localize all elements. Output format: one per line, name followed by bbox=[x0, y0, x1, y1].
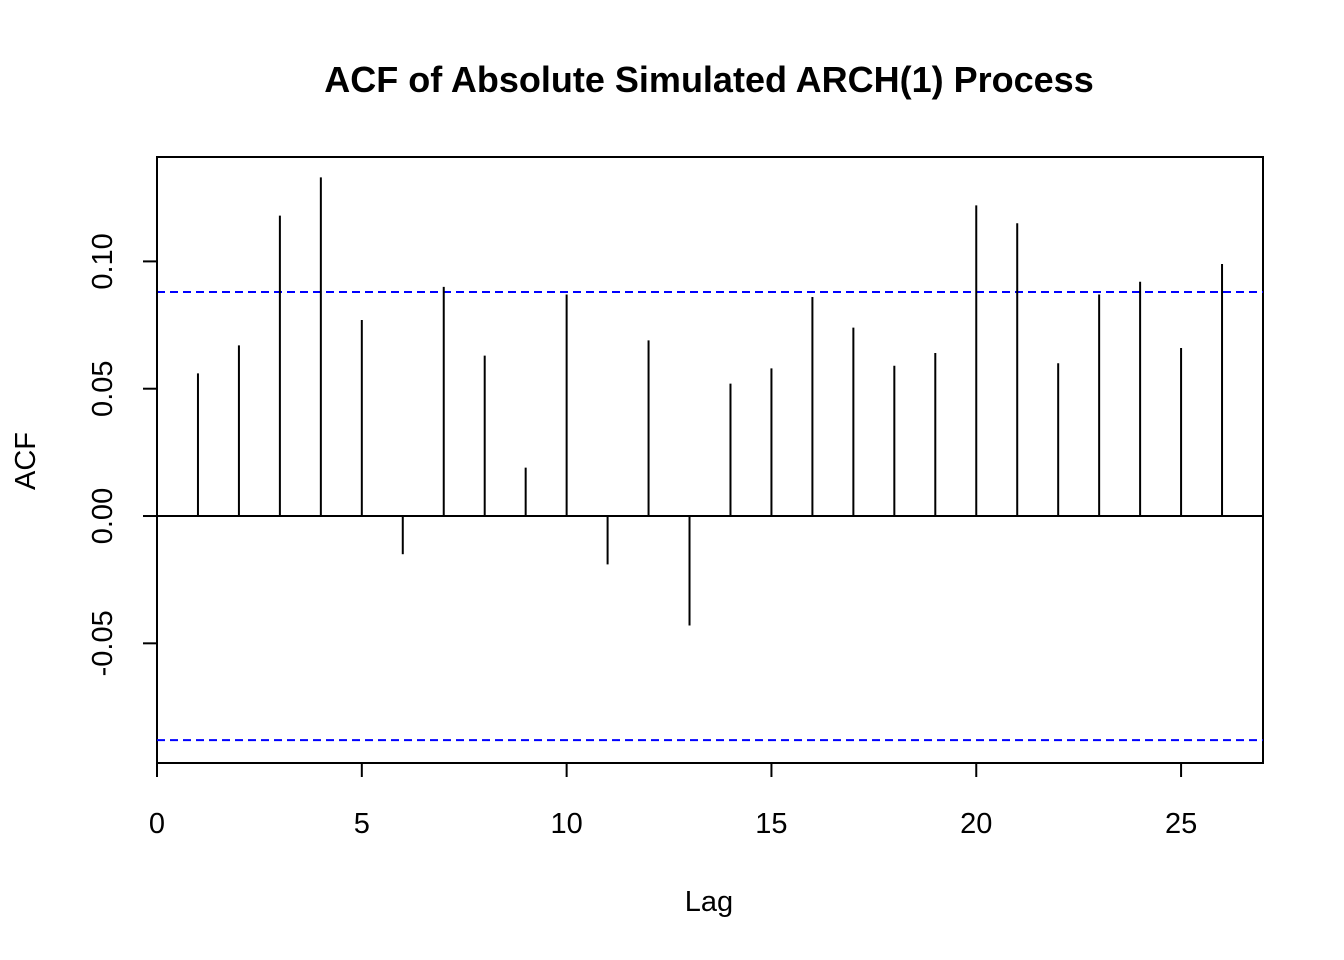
chart-title: ACF of Absolute Simulated ARCH(1) Proces… bbox=[324, 59, 1093, 100]
y-tick-label: -0.05 bbox=[87, 610, 119, 676]
y-axis-label: ACF bbox=[10, 432, 42, 490]
x-axis: 0 5 10 15 20 25 bbox=[149, 762, 1197, 840]
x-tick-label: 0 bbox=[149, 808, 165, 840]
x-tick-label: 5 bbox=[354, 808, 370, 840]
x-tick-label: 15 bbox=[755, 808, 787, 840]
plot-box bbox=[156, 156, 1264, 764]
y-tick-label: 0.10 bbox=[87, 233, 119, 289]
y-tick-label: 0.00 bbox=[87, 488, 119, 544]
x-tick-label: 20 bbox=[960, 808, 992, 840]
x-axis-label: Lag bbox=[685, 886, 733, 918]
x-tick-label: 10 bbox=[550, 808, 582, 840]
x-tick-label: 25 bbox=[1165, 808, 1197, 840]
plot-layer bbox=[157, 177, 1263, 742]
y-tick-label: 0.05 bbox=[87, 360, 119, 416]
y-axis: -0.05 0.00 0.05 0.10 bbox=[87, 233, 158, 676]
